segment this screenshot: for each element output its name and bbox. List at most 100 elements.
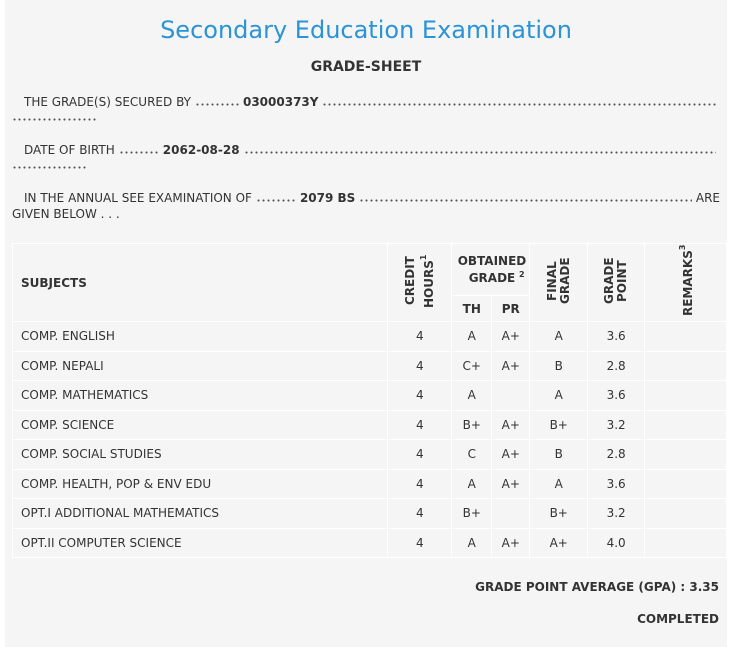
note: 1 — [418, 254, 428, 260]
cell: C+ — [451, 350, 493, 381]
cell — [644, 350, 727, 381]
header: TH — [451, 295, 493, 322]
cell: 4 — [387, 321, 453, 352]
cell — [644, 468, 727, 499]
cell: A+ — [491, 321, 531, 352]
cell: A — [529, 380, 589, 411]
cell: 4 — [387, 380, 453, 411]
cell: 4 — [387, 350, 453, 381]
header: FINAL GRADE — [529, 243, 589, 322]
info-line: IN THE ANNUAL SEE EXAMINATION OF 2079 BS A… — [12, 190, 720, 222]
cell: A+ — [529, 527, 589, 558]
subject: COMP. SOCIAL STUDIES — [11, 439, 389, 470]
table-row: OPT.I ADDITIONAL MATHEMATICS 4 B+ B+ 3.2 — [11, 498, 727, 529]
header-text: REMARKS — [681, 250, 696, 316]
table-row: COMP. SCIENCE 4 B+ A+ B+ 3.2 — [11, 409, 727, 440]
info-line: DATE OF BIRTH 2062-08-28 — [12, 142, 720, 169]
table-row: COMP. NEPALI 4 C+ A+ B 2.8 — [11, 350, 727, 381]
cell: 3.2 — [587, 498, 646, 529]
label: IN THE ANNUAL SEE EXAMINATION OF — [24, 191, 252, 205]
title: Secondary Education Examination — [160, 16, 572, 44]
cell: A — [451, 321, 493, 352]
cell: 4 — [387, 468, 453, 499]
subject: OPT.II COMPUTER SCIENCE — [11, 527, 389, 558]
cell — [644, 498, 727, 529]
gpa: GRADE POINT AVERAGE (GPA) : 3.35 — [475, 580, 719, 594]
cell: A+ — [491, 350, 531, 381]
subject: COMP. SCIENCE — [11, 409, 389, 440]
cell: 3.6 — [587, 321, 646, 352]
subject: OPT.I ADDITIONAL MATHEMATICS — [11, 498, 389, 529]
value: 3.35 — [689, 580, 719, 594]
cell: B — [529, 350, 589, 381]
header: SUBJECTS — [11, 243, 389, 322]
value: 03000373Y — [242, 95, 319, 109]
cell: 2.8 — [587, 350, 646, 381]
header: GRADE POINT — [587, 243, 646, 322]
header: CREDIT HOURS1 — [387, 243, 453, 322]
info-line: THE GRADE(S) SECURED BY 03000373Y — [12, 94, 720, 121]
cell: C — [451, 439, 493, 470]
cell: 4.0 — [587, 527, 646, 558]
label: ARE — [695, 191, 720, 205]
value: 2079 BS — [299, 191, 356, 205]
table-row: COMP. ENGLISH 4 A A+ A 3.6 — [11, 321, 727, 352]
cell — [644, 527, 727, 558]
cell: 4 — [387, 439, 453, 470]
note: 3 — [678, 244, 688, 251]
label: DATE OF BIRTH — [24, 143, 115, 157]
cell: A — [451, 468, 493, 499]
table-row: COMP. SOCIAL STUDIES 4 C A+ B 2.8 — [11, 439, 727, 470]
header: OBTAINED GRADE 2 — [451, 243, 531, 296]
cell — [644, 380, 727, 411]
cell: B+ — [529, 409, 589, 440]
subject: COMP. ENGLISH — [11, 321, 389, 352]
note: 2 — [518, 269, 525, 279]
cell: 3.6 — [587, 468, 646, 499]
cell: B+ — [451, 409, 493, 440]
cell: B+ — [529, 498, 589, 529]
value: 2062-08-28 — [162, 143, 240, 157]
cell: A — [529, 321, 589, 352]
header-text: OBTAINED GRADE — [457, 253, 527, 285]
cell: A — [451, 527, 493, 558]
grade-table: SUBJECTS CREDIT HOURS1 OBTAINED GRADE 2 F… — [11, 243, 727, 558]
subject: COMP. HEALTH, POP & ENV EDU — [11, 468, 389, 499]
label: GIVEN BELOW . . . — [12, 207, 120, 221]
subject: COMP. MATHEMATICS — [11, 380, 389, 411]
cell: 2.8 — [587, 439, 646, 470]
header-text: CREDIT HOURS — [402, 256, 436, 308]
label: THE GRADE(S) SECURED BY — [24, 95, 191, 109]
cell: 4 — [387, 527, 453, 558]
table-row: COMP. MATHEMATICS 4 A A 3.6 — [11, 380, 727, 411]
cell: A — [451, 380, 493, 411]
table-row: COMP. HEALTH, POP & ENV EDU 4 A A+ A 3.6 — [11, 468, 727, 499]
cell: A+ — [491, 409, 531, 440]
cell: 4 — [387, 498, 453, 529]
header: REMARKS3 — [644, 243, 727, 322]
header-text: FINAL GRADE — [544, 257, 572, 305]
subtitle: GRADE-SHEET — [310, 59, 422, 75]
label: GRADE POINT AVERAGE (GPA) : — [475, 580, 686, 594]
cell: A+ — [491, 439, 531, 470]
cell: B — [529, 439, 589, 470]
cell — [644, 321, 727, 352]
cell: 4 — [387, 409, 453, 440]
cell: A — [529, 468, 589, 499]
cell — [644, 409, 727, 440]
cell: 3.2 — [587, 409, 646, 440]
cell: A+ — [491, 468, 531, 499]
table-row: OPT.II COMPUTER SCIENCE 4 A A+ A+ 4.0 — [11, 527, 727, 558]
cell: A+ — [491, 527, 531, 558]
subject: COMP. NEPALI — [11, 350, 389, 381]
cell — [491, 380, 531, 411]
cell: 3.6 — [587, 380, 646, 411]
cell — [644, 439, 727, 470]
cell — [491, 498, 531, 529]
cell: B+ — [451, 498, 493, 529]
header-text: GRADE POINT — [602, 257, 630, 305]
grade-sheet: Secondary Education Examination GRADE-SH… — [5, 0, 727, 647]
status: COMPLETED — [637, 612, 719, 626]
header: PR — [491, 295, 531, 322]
